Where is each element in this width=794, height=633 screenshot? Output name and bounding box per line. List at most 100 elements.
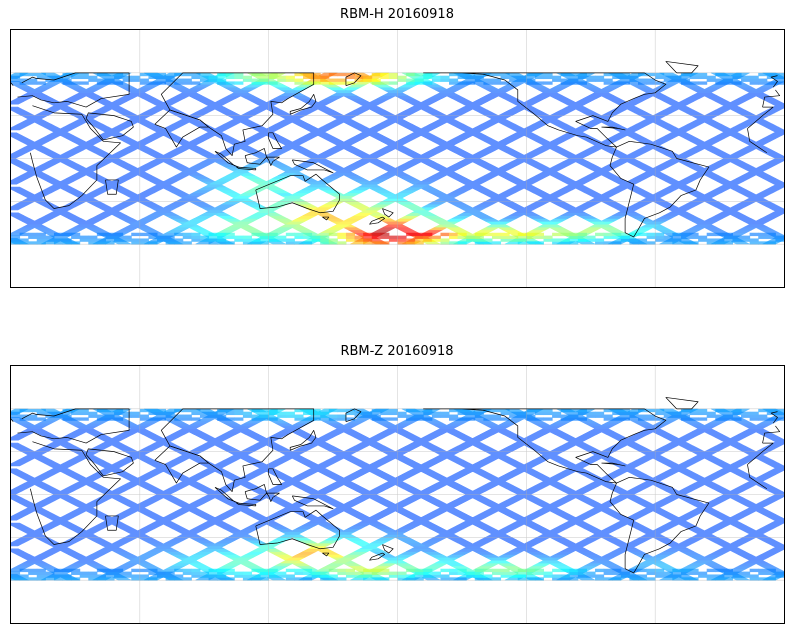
swath-cell xyxy=(368,488,388,492)
edge-cell xyxy=(36,238,46,242)
swath-cell xyxy=(767,542,784,547)
swath-cell xyxy=(240,201,260,205)
swath-cell xyxy=(731,539,751,544)
swath-cell xyxy=(428,112,448,116)
swath-cell xyxy=(114,229,134,234)
swath-cell xyxy=(730,178,750,182)
swath-cell xyxy=(347,459,367,464)
edge-cell xyxy=(517,232,527,237)
coastline-australia xyxy=(255,173,340,214)
edge-cell xyxy=(96,241,106,245)
swath-cell xyxy=(733,525,753,530)
swath-cell xyxy=(478,175,498,179)
swath-cell xyxy=(732,215,752,219)
swath-cell xyxy=(600,86,619,91)
swath-cell xyxy=(531,431,551,435)
swath-cell xyxy=(657,565,676,570)
swath-cell xyxy=(503,434,523,438)
edge-cell xyxy=(758,72,768,77)
swath-cell xyxy=(11,215,30,219)
swath-cell xyxy=(245,98,265,102)
edge-cell xyxy=(698,72,708,77)
edge-cell xyxy=(388,72,398,77)
swath-cell xyxy=(110,497,130,501)
swath-cell xyxy=(553,189,573,194)
swath-cell xyxy=(656,123,676,128)
swath-cell xyxy=(762,135,782,139)
edge-cell xyxy=(466,72,476,77)
edge-cell xyxy=(466,75,476,80)
swath-cell xyxy=(186,502,205,507)
swath-cell xyxy=(502,189,521,194)
edge-cell xyxy=(672,232,682,237)
swath-cell xyxy=(83,146,102,151)
swath-cell xyxy=(765,462,784,467)
edge-cell xyxy=(36,72,46,77)
edge-cell xyxy=(569,81,579,85)
edge-cell xyxy=(225,232,235,237)
swath-cell xyxy=(144,135,164,139)
swath-cell xyxy=(216,434,236,438)
edge-cell xyxy=(354,238,364,242)
swath-cell xyxy=(119,201,138,205)
edge-cell xyxy=(543,238,553,242)
edge-cell xyxy=(139,72,149,77)
swath-cell xyxy=(353,126,372,131)
swath-cell xyxy=(197,161,216,165)
edge-cell xyxy=(423,81,433,85)
swath-cell xyxy=(503,215,523,219)
edge-cell xyxy=(62,81,72,85)
swath-cell xyxy=(289,146,308,151)
swath-cell xyxy=(557,488,577,492)
swath-cell xyxy=(651,192,670,196)
swath-cell xyxy=(144,471,164,475)
edge-cell xyxy=(406,72,416,77)
swath-cell xyxy=(446,431,466,435)
edge-cell xyxy=(19,72,29,77)
swath-cell xyxy=(393,562,413,567)
edge-cell xyxy=(723,235,733,239)
swath-cell xyxy=(400,98,420,102)
swath-cell xyxy=(215,135,235,139)
swath-cell xyxy=(117,175,137,179)
edge-cell xyxy=(105,81,115,85)
swath-cell xyxy=(120,86,140,91)
swath-cell xyxy=(13,149,33,154)
swath-cell xyxy=(680,551,700,555)
swath-cell xyxy=(603,485,623,490)
swath-cell xyxy=(266,471,286,475)
swath-cell xyxy=(630,189,650,194)
edge-cell xyxy=(303,235,313,239)
swath-cell xyxy=(472,471,492,475)
swath-cell xyxy=(658,203,678,208)
swath-cell xyxy=(599,457,619,461)
swath-cell xyxy=(198,186,218,191)
edge-cell xyxy=(491,232,502,237)
edge-cell xyxy=(234,235,244,239)
swath-cell xyxy=(680,203,700,208)
swath-cell xyxy=(451,98,471,102)
swath-cell xyxy=(628,445,648,450)
swath-cell xyxy=(136,226,156,231)
swath-cell xyxy=(239,86,259,91)
edge-cell xyxy=(766,232,776,237)
swath-cell xyxy=(498,448,518,452)
swath-cell xyxy=(343,218,362,222)
edge-cell xyxy=(199,75,210,80)
edge-cell xyxy=(766,235,776,239)
edge-cell xyxy=(474,235,484,239)
swath-cell xyxy=(371,434,391,438)
swath-cell xyxy=(266,135,286,139)
swath-cell xyxy=(85,554,105,558)
swath-cell xyxy=(654,511,673,515)
swath-cell xyxy=(11,206,24,211)
swath-cell xyxy=(713,186,733,191)
swath-cell xyxy=(346,163,365,168)
swath-cell xyxy=(736,175,755,179)
swath-cell xyxy=(426,138,446,142)
swath-cell xyxy=(378,226,397,231)
swath-cell xyxy=(113,98,133,102)
swath-cell xyxy=(445,562,465,567)
swath-cell xyxy=(246,203,265,208)
swath-cell xyxy=(353,462,372,467)
